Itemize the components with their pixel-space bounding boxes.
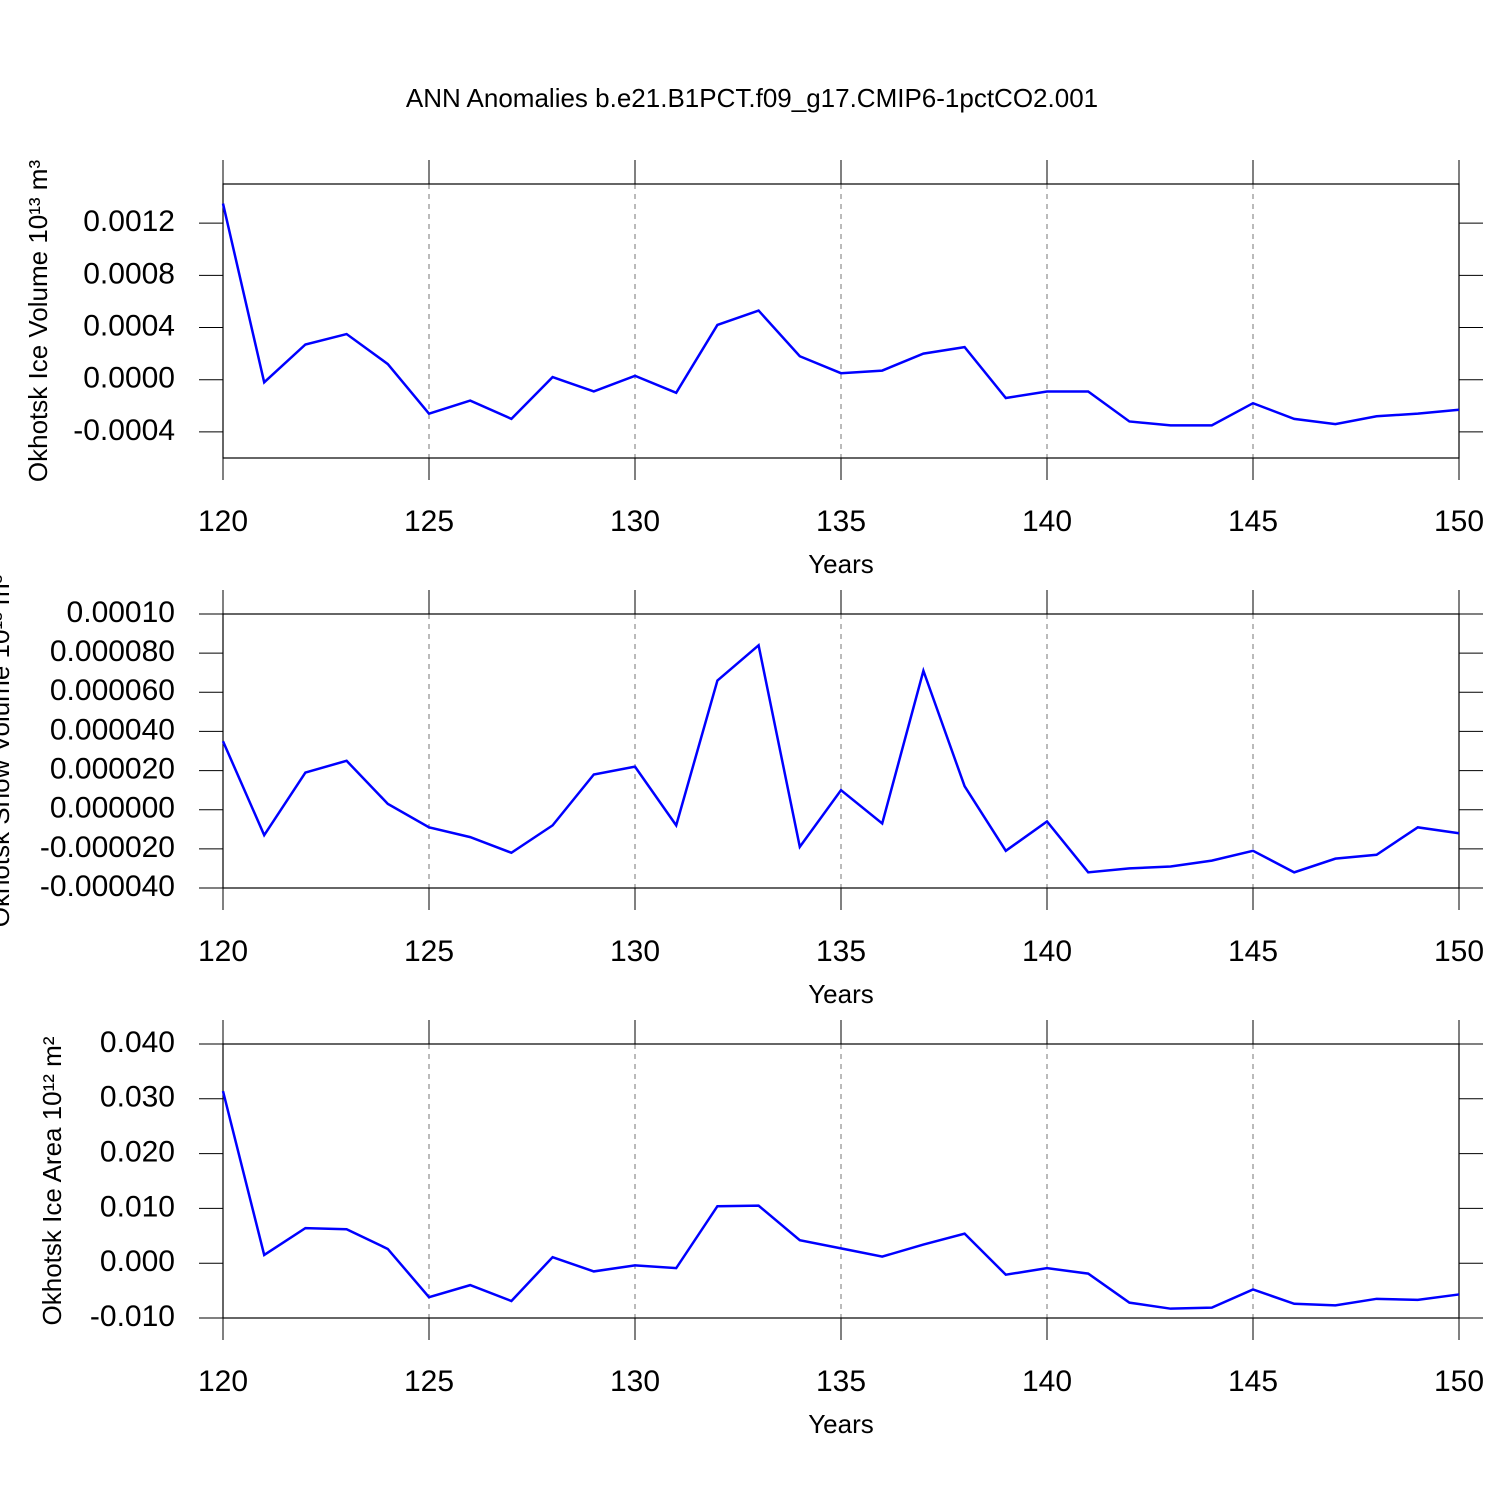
x-tick-label: 125	[404, 935, 454, 968]
x-tick-label: 125	[404, 1365, 454, 1398]
y-tick-label: 0.010	[100, 1190, 175, 1223]
x-tick-label: 145	[1228, 935, 1278, 968]
y-tick-label: 0.0000	[83, 362, 175, 395]
y-tick-label: 0.040	[100, 1026, 175, 1059]
y-axis-title: Okhotsk Ice Volume 10¹³ m³	[23, 160, 53, 483]
x-axis-title: Years	[808, 979, 874, 1009]
x-tick-label: 120	[198, 1365, 248, 1398]
data-line	[221, 1090, 1460, 1310]
x-tick-label: 130	[610, 1365, 660, 1398]
y-tick-label: -0.000040	[40, 870, 175, 903]
y-tick-label: 0.020	[100, 1136, 175, 1169]
x-axis-title: Years	[808, 549, 874, 579]
y-tick-label: 0.000	[100, 1245, 175, 1278]
x-tick-label: 140	[1022, 505, 1072, 538]
y-axis-title: Okhotsk Ice Area 10¹² m²	[37, 1036, 67, 1325]
x-tick-label: 145	[1228, 505, 1278, 538]
x-tick-label: 140	[1022, 1365, 1072, 1398]
plot-frame	[222, 183, 1460, 459]
x-tick-label: 150	[1434, 1365, 1484, 1398]
y-axis-title: Okhotsk Snow Volume 10¹³ m³	[0, 574, 15, 927]
data-line	[221, 203, 1460, 427]
y-tick-label: 0.000020	[50, 752, 175, 785]
y-tick-label: 0.000000	[50, 792, 175, 825]
x-tick-label: 145	[1228, 1365, 1278, 1398]
y-tick-label: -0.000020	[40, 831, 175, 864]
y-tick-label: 0.0008	[83, 257, 175, 290]
x-tick-label: 120	[198, 505, 248, 538]
x-tick-label: 125	[404, 505, 454, 538]
plot-frame	[222, 613, 1460, 889]
y-tick-label: 0.000060	[50, 674, 175, 707]
x-tick-label: 140	[1022, 935, 1072, 968]
y-tick-label: -0.0004	[73, 414, 175, 447]
y-tick-label: 0.000080	[50, 635, 175, 668]
plot-frame	[222, 1043, 1460, 1319]
y-tick-label: 0.000040	[50, 713, 175, 746]
data-line	[221, 642, 1460, 874]
x-axis-title: Years	[808, 1409, 874, 1439]
chart-title: ANN Anomalies b.e21.B1PCT.f09_g17.CMIP6-…	[406, 83, 1098, 113]
x-tick-label: 120	[198, 935, 248, 968]
y-tick-label: 0.00010	[67, 596, 175, 629]
y-tick-label: 0.0004	[83, 309, 175, 342]
x-tick-label: 130	[610, 505, 660, 538]
y-tick-label: 0.030	[100, 1081, 175, 1114]
x-tick-label: 135	[816, 935, 866, 968]
x-tick-label: 150	[1434, 935, 1484, 968]
x-tick-label: 130	[610, 935, 660, 968]
x-tick-label: 150	[1434, 505, 1484, 538]
y-tick-label: 0.0012	[83, 205, 175, 238]
x-tick-label: 135	[816, 1365, 866, 1398]
y-tick-label: -0.010	[90, 1300, 175, 1333]
x-tick-label: 135	[816, 505, 866, 538]
